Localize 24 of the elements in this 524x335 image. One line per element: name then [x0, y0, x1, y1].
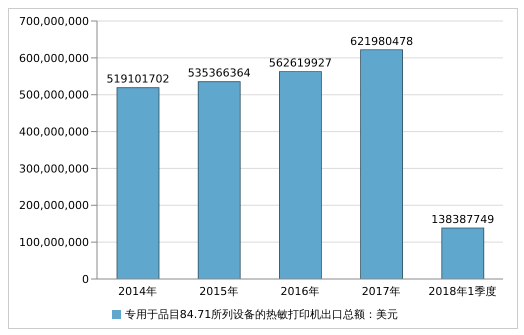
data-label: 535366364: [188, 66, 251, 80]
data-label: 621980478: [350, 34, 414, 48]
bar: [360, 49, 403, 279]
data-label: 138387749: [431, 212, 494, 226]
bar: [441, 228, 484, 279]
y-tick-label: 0: [82, 272, 89, 286]
x-tick-label: 2016年: [280, 284, 320, 298]
y-tick-label: 500,000,000: [19, 88, 89, 102]
y-tick-label: 200,000,000: [19, 199, 89, 212]
y-tick-label: 400,000,000: [19, 125, 89, 138]
y-tick-label: 700,000,000: [19, 14, 89, 28]
legend-label: 专用于品目84.71所列设备的热敏打印机出口总额：美元: [124, 308, 398, 321]
bar: [116, 87, 160, 279]
bar: [198, 81, 241, 279]
y-tick-label: 600,000,000: [19, 52, 89, 65]
x-tick-label: 2017年: [362, 284, 401, 298]
bar: [279, 71, 322, 279]
x-tick-label: 2015年: [199, 284, 238, 298]
data-label: 562619927: [268, 56, 332, 70]
y-tick-label: 300,000,000: [19, 162, 89, 176]
x-tick-label: 2018年1季度: [428, 284, 496, 298]
data-label: 519101702: [106, 72, 170, 86]
y-tick-label: 100,000,000: [19, 236, 89, 250]
x-tick-label: 2014年: [118, 284, 158, 298]
